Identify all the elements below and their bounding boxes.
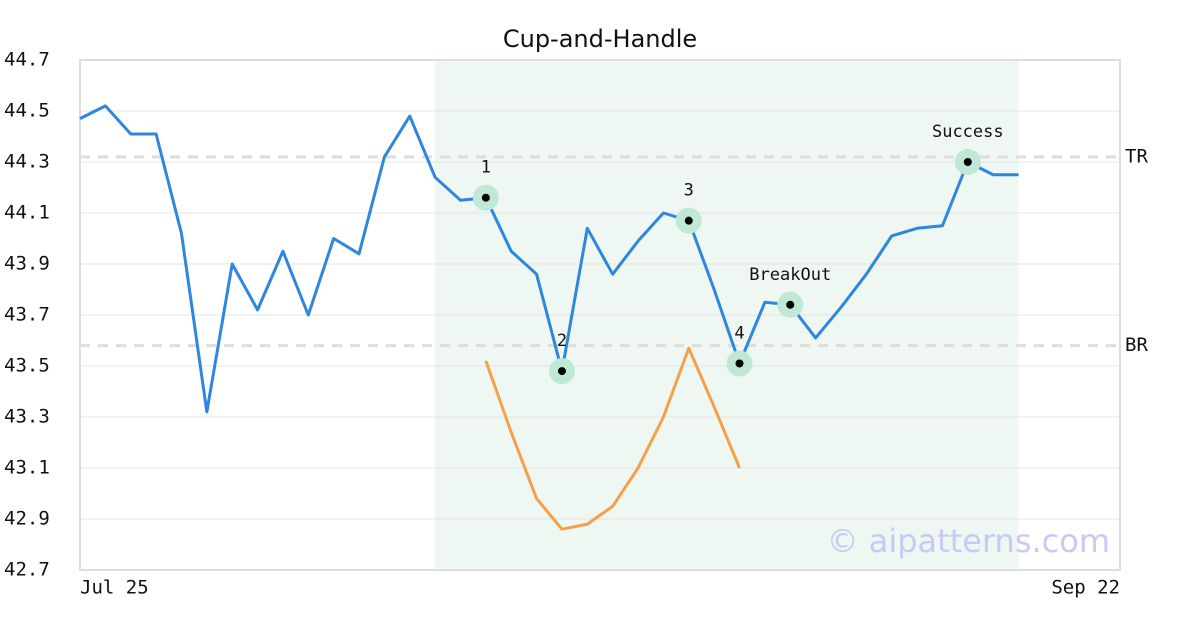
x-tick-label: Sep 22 — [1051, 577, 1120, 599]
annotation-point — [481, 193, 490, 202]
annotation-label: 4 — [734, 323, 744, 343]
y-tick-label: 42.7 — [4, 559, 50, 581]
chart-title: Cup-and-Handle — [503, 25, 697, 53]
y-tick-label: 43.1 — [4, 457, 50, 479]
level-label: TR — [1125, 145, 1148, 167]
y-tick-label: 44.1 — [4, 202, 50, 224]
annotation-point — [786, 300, 795, 309]
annotation-label: 3 — [684, 181, 694, 201]
y-tick-label: 44.3 — [4, 151, 50, 173]
annotation-label: BreakOut — [749, 265, 831, 285]
y-tick-label: 42.9 — [4, 508, 50, 530]
level-label: BR — [1125, 334, 1148, 356]
annotation-point — [735, 359, 744, 368]
y-tick-label: 43.5 — [4, 355, 50, 377]
annotation-point — [557, 367, 566, 376]
series-line — [79, 104, 1019, 414]
plot-frame — [79, 59, 1121, 571]
series-line — [484, 346, 741, 531]
annotation-point — [684, 216, 693, 225]
y-tick-label: 44.5 — [4, 100, 50, 122]
annotation-label: Success — [932, 122, 1004, 142]
annotation-label: 2 — [557, 331, 567, 351]
annotation-label: 1 — [481, 158, 491, 178]
x-tick-label: Jul 25 — [80, 577, 149, 599]
y-tick-label: 44.7 — [4, 49, 50, 71]
annotation-point — [963, 158, 972, 166]
y-tick-label: 43.3 — [4, 406, 50, 428]
y-tick-label: 43.7 — [4, 304, 50, 326]
y-tick-label: 43.9 — [4, 253, 50, 275]
watermark: © aipatterns.com — [827, 522, 1110, 560]
